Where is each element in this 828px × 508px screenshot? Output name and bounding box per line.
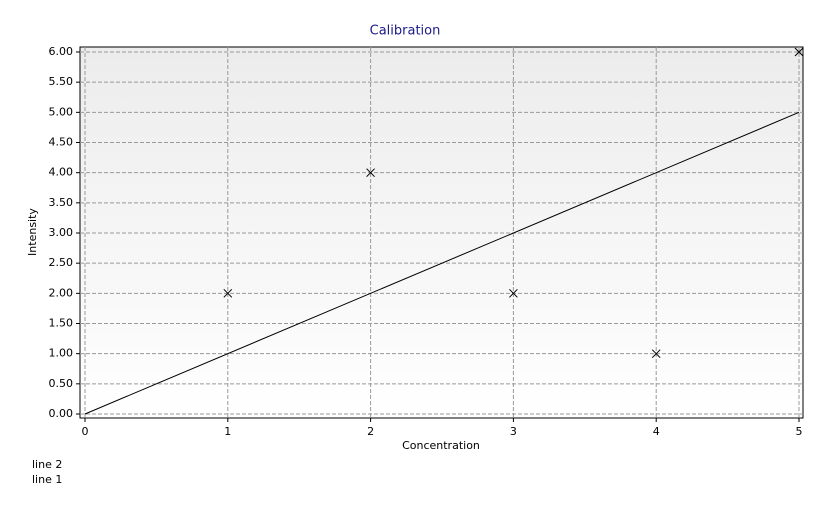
y-tick-label: 1.50	[49, 317, 74, 330]
x-tick-label: 0	[82, 425, 89, 438]
marker	[794, 47, 804, 57]
y-tick-label: 4.00	[49, 166, 74, 179]
marker	[651, 349, 661, 359]
chart-title: Calibration	[370, 24, 441, 39]
y-tick-label: 3.50	[49, 196, 74, 209]
x-axis-label: Concentration	[402, 439, 480, 452]
y-tick-label: 3.00	[49, 226, 74, 239]
y-tick-label: 2.50	[49, 256, 74, 269]
y-tick-label: 0.00	[49, 407, 74, 420]
marker	[366, 168, 375, 178]
y-tick-label: 2.00	[49, 286, 74, 299]
x-tick-label: 5	[796, 425, 803, 438]
x-tick-label: 2	[367, 425, 374, 438]
legend-label: line 1	[32, 473, 62, 486]
marker	[223, 288, 233, 298]
x-tick-label: 4	[653, 425, 660, 438]
marker	[509, 288, 518, 298]
y-tick-label: 1.00	[49, 347, 74, 360]
legend-label: line 2	[32, 458, 62, 471]
series-line	[84, 111, 800, 415]
y-tick-label: 6.00	[49, 45, 74, 58]
y-tick-label: 5.50	[49, 75, 74, 88]
y-tick-label: 0.50	[49, 377, 74, 390]
y-tick-label: 5.00	[49, 105, 74, 118]
y-tick-label: 4.50	[49, 136, 74, 149]
x-tick-label: 1	[224, 425, 231, 438]
y-axis-label: Intensity	[26, 208, 39, 256]
x-tick-label: 3	[510, 425, 517, 438]
